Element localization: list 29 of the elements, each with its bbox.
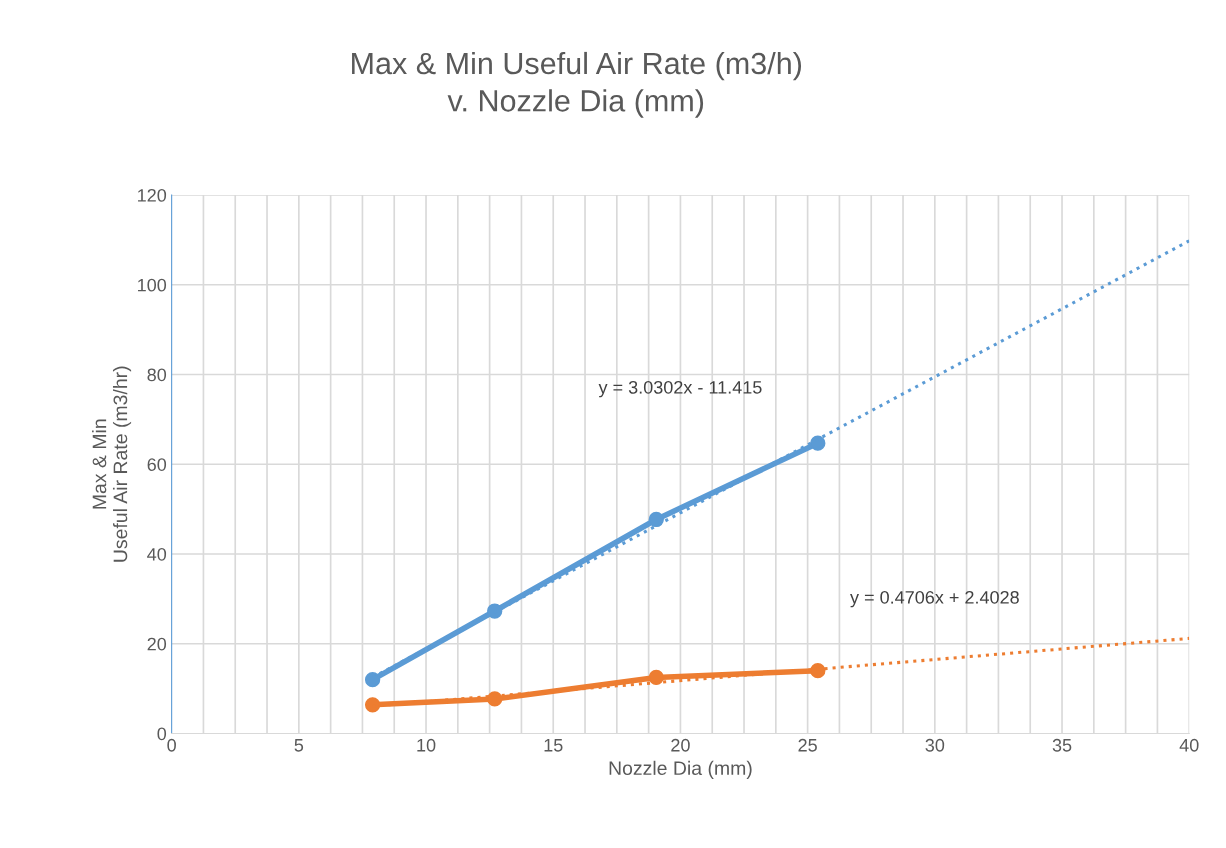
y-tick-label: 0: [157, 727, 167, 741]
point: [648, 669, 664, 686]
x-tick-label: 40: [1179, 738, 1199, 752]
x-tick-label: 15: [544, 739, 563, 752]
point: [364, 672, 381, 688]
x-tick-label: 35: [1052, 738, 1072, 752]
chart-title: Max & Min Useful Air Rate (m3/h) v. Nozzle Dia (mm): [352, 51, 802, 118]
x-tick-label: 0: [167, 738, 176, 752]
x-tick-label: 20: [671, 738, 690, 752]
y-tick-label: 20: [147, 637, 167, 651]
y-tick-label: 80: [147, 368, 167, 382]
annotation: y = 3.0302x - 11.415: [598, 380, 762, 398]
point: [487, 691, 503, 707]
point: [487, 603, 503, 619]
point: [648, 511, 664, 528]
y-tick-label: 40: [147, 547, 167, 561]
point: [810, 435, 826, 451]
y-tick-label: 60: [147, 458, 167, 471]
annotation: y = 0.4706x + 2.4028: [850, 590, 1019, 608]
x-tick-label: 5: [294, 739, 304, 752]
x-tick-label: 30: [925, 738, 945, 752]
point: [810, 663, 826, 679]
y-tick-label: 100: [138, 278, 167, 292]
x-tick-label: 10: [417, 738, 436, 752]
x-tick-label: 25: [798, 738, 817, 752]
y-tick-label: 120: [138, 188, 167, 202]
y-axis-title: Max & Min Useful Air Rate (m3/hr): [92, 366, 132, 562]
point: [364, 697, 381, 713]
x-axis-title: Nozzle Dia (mm): [609, 760, 752, 779]
